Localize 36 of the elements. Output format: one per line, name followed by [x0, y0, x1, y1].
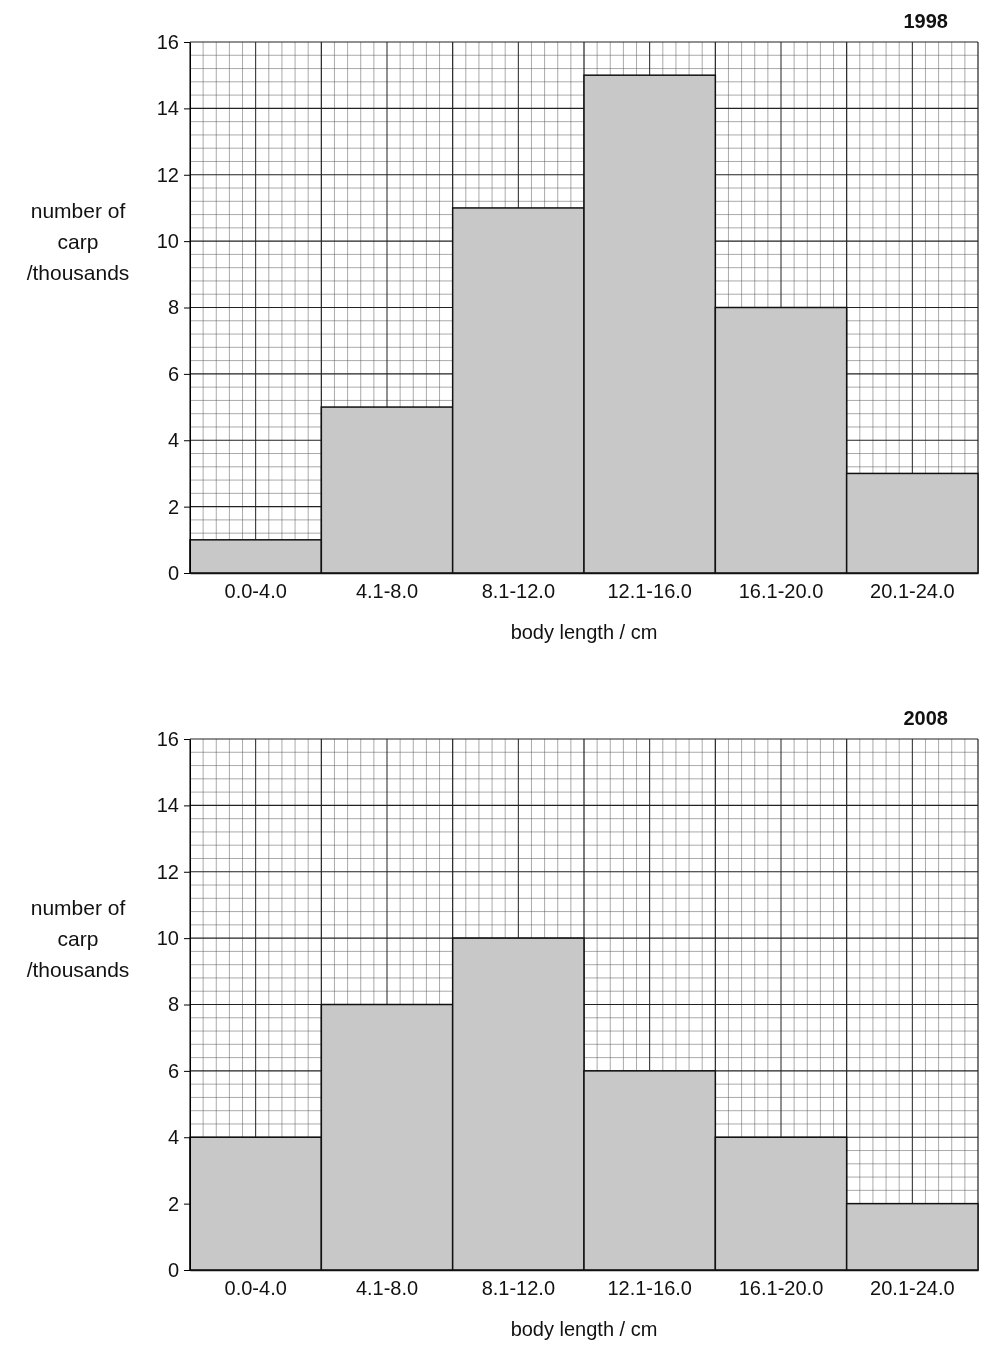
y-tick-label: 8 — [167, 993, 179, 1016]
x-axis-title: body length / cm — [510, 621, 658, 643]
chart-title: 1998 — [903, 10, 948, 32]
y-tick-label: 6 — [167, 1059, 179, 1082]
y-tick-label: 10 — [156, 927, 179, 950]
x-tick-label: 8.1-12.0 — [481, 580, 556, 602]
x-tick-label: 16.1-20.0 — [738, 1277, 824, 1299]
x-tick-label: 12.1-16.0 — [607, 580, 692, 602]
x-tick-label: 16.1-20.0 — [738, 580, 824, 602]
y-tick-label: 12 — [156, 163, 179, 186]
x-tick-label: 0.0-4.0 — [224, 1277, 287, 1299]
x-tick-label: 4.1-8.0 — [355, 1277, 419, 1299]
y-tick-label: 0 — [167, 1258, 179, 1281]
chart-title: 2008 — [903, 707, 948, 729]
y-tick-label: 4 — [167, 1126, 179, 1149]
y-axis-title: number of carp /thousands — [26, 199, 130, 285]
y-tick-label: 14 — [156, 97, 179, 120]
y-tick-label: 4 — [167, 429, 179, 452]
y-tick-label: 16 — [156, 727, 179, 750]
y-tick-label: 12 — [156, 860, 179, 883]
x-tick-label: 12.1-16.0 — [607, 1277, 692, 1299]
x-tick-label: 20.1-24.0 — [870, 1277, 955, 1299]
y-tick-label: 6 — [167, 362, 179, 385]
x-axis-title: body length / cm — [510, 1318, 658, 1340]
y-tick-label: 2 — [167, 1192, 179, 1215]
y-tick-label: 16 — [156, 30, 179, 53]
y-tick-label: 14 — [156, 794, 179, 817]
y-axis-title: number of carp /thousands — [26, 896, 130, 982]
x-tick-label: 20.1-24.0 — [870, 580, 955, 602]
y-tick-label: 8 — [167, 296, 179, 319]
y-tick-label: 10 — [156, 230, 179, 253]
y-tick-label: 2 — [167, 495, 179, 518]
x-tick-label: 8.1-12.0 — [481, 1277, 556, 1299]
x-tick-label: 4.1-8.0 — [355, 580, 419, 602]
x-tick-label: 0.0-4.0 — [224, 580, 287, 602]
y-tick-label: 0 — [167, 561, 179, 584]
